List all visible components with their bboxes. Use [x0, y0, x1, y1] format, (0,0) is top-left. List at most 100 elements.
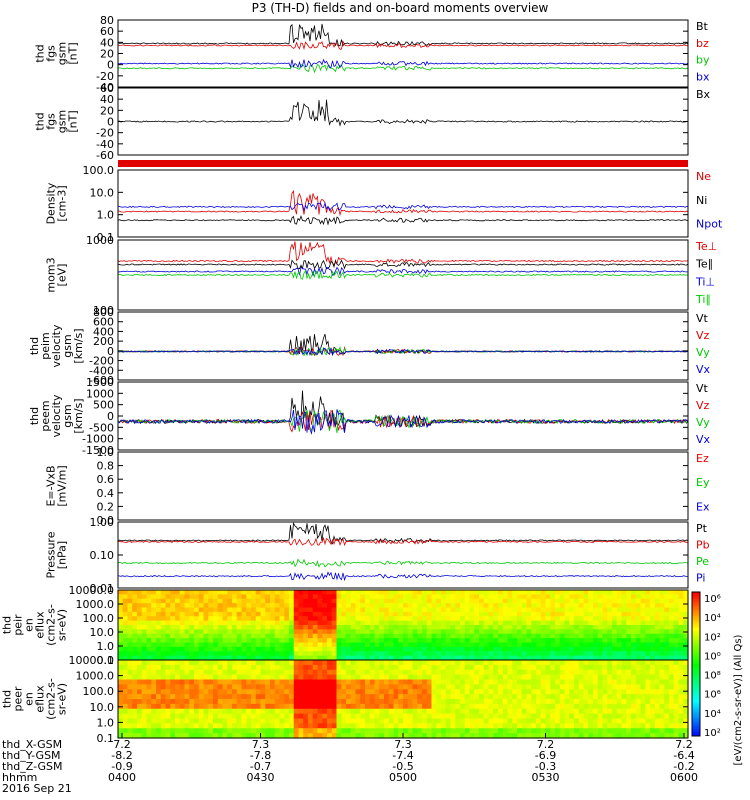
spec-cell — [588, 660, 594, 666]
spec-cell — [664, 674, 670, 681]
spec-cell — [217, 598, 224, 604]
spec-cell — [289, 651, 295, 657]
series-Vx — [117, 346, 689, 357]
spec-cell — [559, 708, 566, 715]
spec-cell — [184, 590, 190, 595]
spec-cell — [412, 689, 418, 695]
spec-cell — [137, 699, 143, 705]
spec-cell — [293, 594, 300, 600]
spec-cell — [317, 689, 323, 695]
spec-cell — [460, 616, 466, 622]
spec-cell — [322, 728, 328, 734]
spec-cell — [407, 723, 414, 729]
spec-cell — [384, 713, 390, 720]
spec-cell — [379, 655, 385, 661]
spec-cell — [602, 590, 608, 595]
spec-cell — [175, 638, 181, 644]
spec-cell — [279, 598, 285, 604]
spec-cell — [398, 603, 404, 609]
spec-cell — [640, 708, 646, 715]
spec-cell — [232, 629, 238, 635]
spec-cell — [217, 590, 224, 595]
spec-cell — [616, 638, 623, 644]
spec-cell — [336, 694, 342, 700]
spec-cell — [398, 655, 404, 661]
spec-cell — [650, 629, 656, 635]
spec-cell — [346, 723, 352, 729]
spec-cell — [455, 728, 461, 734]
spec-cell — [360, 699, 366, 705]
spec-cell — [151, 655, 157, 661]
spec-cell — [650, 642, 656, 648]
spec-cell — [626, 629, 632, 635]
spec-cell — [369, 694, 376, 700]
spec-cell — [607, 603, 613, 609]
spec-cell — [246, 594, 252, 600]
spec-cell — [379, 703, 385, 710]
spec-cell — [156, 616, 162, 622]
spec-cell — [260, 620, 266, 626]
spec-cell — [640, 598, 646, 604]
spec-cell — [640, 699, 646, 705]
spec-cell — [298, 642, 304, 648]
spec-cell — [412, 713, 418, 720]
spec-cell — [293, 689, 300, 695]
spec-cell — [531, 684, 537, 690]
spec-cell — [445, 674, 452, 681]
spec-cell — [151, 598, 157, 604]
spec-cell — [659, 694, 665, 700]
spec-cell — [455, 669, 461, 676]
spec-cell — [422, 655, 428, 661]
spec-cell — [293, 703, 300, 710]
spec-cell — [460, 689, 466, 695]
spec-cell — [160, 660, 167, 666]
spec-cell — [569, 718, 575, 724]
spec-cell — [635, 718, 642, 724]
spec-cell — [236, 723, 243, 729]
spec-cell — [521, 603, 528, 609]
legend-Vy: Vy — [696, 346, 710, 359]
spec-cell — [659, 718, 665, 724]
spec-cell — [426, 603, 433, 609]
spec-cell — [550, 620, 556, 626]
spec-cell — [450, 703, 456, 710]
spec-cell — [464, 594, 471, 600]
spec-cell — [422, 694, 428, 700]
spec-cell — [213, 718, 219, 724]
spec-cell — [398, 669, 404, 676]
spec-cell — [564, 728, 570, 734]
spec-cell — [189, 598, 195, 604]
spec-cell — [550, 633, 556, 639]
y-tick-label: 0 — [107, 59, 114, 72]
spec-cell — [217, 642, 224, 648]
spec-cell — [417, 607, 423, 613]
spec-cell — [246, 674, 252, 681]
spec-cell — [346, 638, 352, 644]
spec-cell — [626, 718, 632, 724]
spec-cell — [312, 733, 319, 739]
spec-cell — [146, 590, 152, 595]
spec-cell — [137, 620, 143, 626]
spec-cell — [260, 629, 266, 635]
spec-cell — [198, 638, 205, 644]
spec-cell — [488, 674, 494, 681]
spec-cell — [635, 699, 642, 705]
spec-cell — [179, 646, 186, 652]
spec-cell — [583, 646, 589, 652]
y-tick-label: 0.1 — [97, 732, 115, 745]
spec-cell — [198, 660, 205, 666]
spec-cell — [222, 655, 228, 661]
spec-cell — [369, 638, 376, 644]
spec-cell — [151, 629, 157, 635]
spec-cell — [526, 679, 532, 685]
spec-cell — [232, 642, 238, 648]
spec-cell — [664, 713, 670, 720]
spec-cell — [293, 598, 300, 604]
spec-cell — [260, 651, 266, 657]
spec-cell — [151, 723, 157, 729]
spec-cell — [422, 607, 428, 613]
spec-cell — [498, 733, 504, 739]
spec-cell — [222, 620, 228, 626]
spec-cell — [431, 728, 437, 734]
y-axis-label: Pressure[nPa] — [45, 531, 69, 578]
